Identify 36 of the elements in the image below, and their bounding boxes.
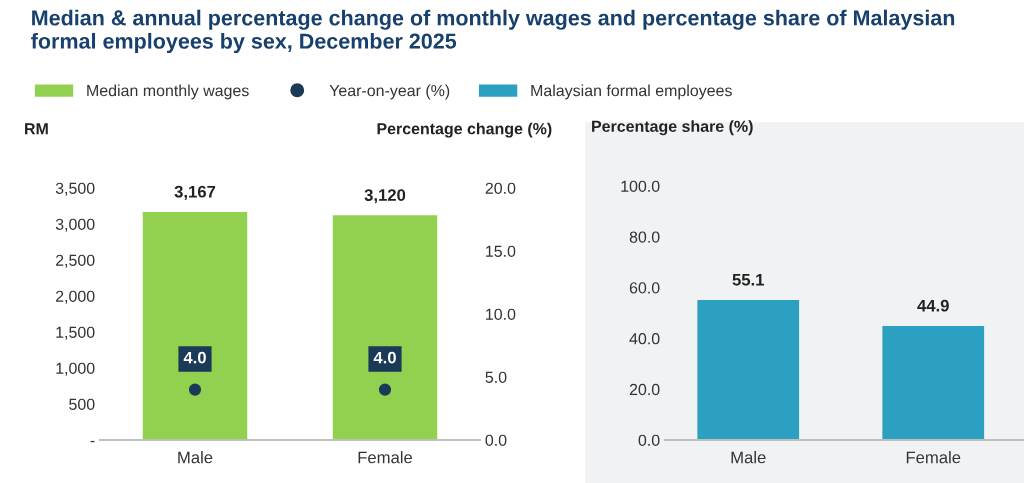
y-tick-label: - (90, 440, 95, 443)
y-tick-label: 60.0 (629, 282, 660, 294)
x-tick-label: Female (906, 451, 961, 464)
x-tick-label: Male (731, 451, 766, 464)
data-label: 4.0 (183, 351, 206, 364)
y2-tick-label: 0.0 (485, 434, 507, 446)
y-tick-label: 1,000 (56, 362, 95, 376)
legend-label: Malaysian formal employees (531, 84, 732, 100)
y-tick-label: 3,000 (55, 218, 95, 232)
legend-label: Median monthly wages (87, 84, 249, 100)
x-tick-label: Male (178, 451, 213, 464)
y-tick-label: 2,500 (55, 254, 95, 268)
y2-tick-label: 15.0 (486, 245, 516, 257)
legend-label: Year-on-year (%) (329, 84, 450, 100)
y-tick-label: 500 (69, 398, 95, 410)
y2-tick-label: 10.0 (486, 308, 516, 320)
y2-tick-label: 20.0 (485, 182, 516, 194)
y2-tick-label: 5.0 (485, 371, 507, 383)
y-tick-label: 3,500 (55, 182, 95, 196)
y-tick-label: 100.0 (621, 180, 660, 192)
data-label: 55.1 (732, 274, 765, 286)
y-axis-title: RM (25, 123, 48, 135)
y2-axis-title: Percentage change (%) (377, 122, 552, 138)
y-tick-label: 20.0 (629, 383, 660, 396)
y-tick-label: 80.0 (629, 231, 660, 243)
y-axis-title: Percentage share (%) (592, 120, 753, 136)
y-tick-label: 2,000 (55, 290, 95, 304)
data-label: 3,120 (364, 189, 406, 204)
chart-title: Median & annual percentage change of monthly wages and percentage share of Malaysian formal employees by sex, December 2025 (31, 9, 955, 54)
y-tick-label: 1,500 (56, 326, 95, 340)
y-tick-label: 0.0 (638, 434, 660, 446)
data-label: 4.0 (373, 351, 396, 364)
x-tick-label: Female (358, 451, 413, 464)
data-label: 44.9 (917, 299, 949, 312)
y-tick-label: 40.0 (629, 333, 660, 345)
data-label: 3,167 (174, 185, 216, 200)
